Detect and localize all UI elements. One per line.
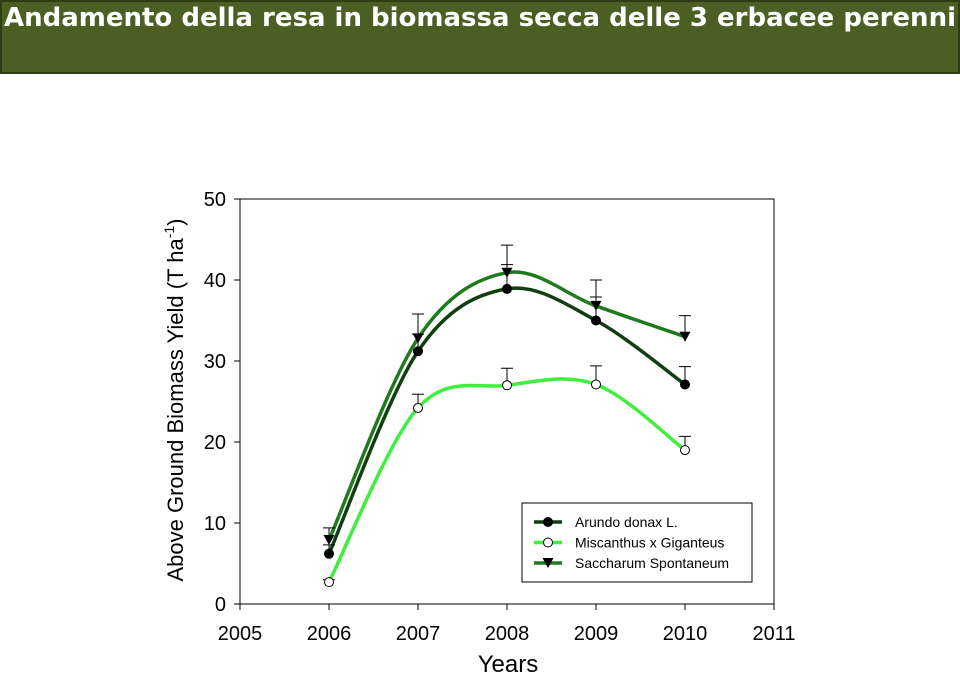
marker: [501, 267, 513, 278]
y-label-sup: -1: [161, 226, 177, 239]
slide-title: Andamento della resa in biomassa secca d…: [0, 0, 960, 74]
marker: [502, 380, 512, 391]
series-line: [327, 377, 687, 583]
x-axis-label: Years: [478, 651, 539, 678]
y-tick-label: 20: [204, 432, 226, 454]
marker: [680, 379, 690, 390]
y-tick-label: 30: [204, 351, 226, 373]
y-tick-label: 10: [204, 513, 226, 535]
x-tick-label: 2006: [307, 623, 352, 645]
marker: [502, 283, 512, 294]
x-tick-label: 2010: [663, 623, 708, 645]
marker: [413, 402, 423, 413]
legend-label: Miscanthus x Giganteus: [575, 535, 724, 551]
marker: [324, 577, 334, 588]
x-tick-label: 2005: [218, 623, 263, 645]
legend-label: Arundo donax L.: [575, 514, 678, 530]
x-tick-label: 2008: [485, 623, 530, 645]
x-tick-label: 2007: [396, 623, 441, 645]
marker: [412, 333, 424, 344]
y-axis-label: Above Ground Biomass Yield (T ha-1): [161, 218, 188, 581]
legend-label: Saccharum Spontaneum: [575, 555, 729, 571]
marker: [323, 535, 335, 546]
x-tick-label: 2011: [752, 623, 795, 645]
legend-marker: [543, 537, 553, 548]
x-tick-label: 2009: [574, 623, 619, 645]
marker: [324, 548, 334, 559]
marker: [590, 300, 602, 311]
y-tick-label: 50: [204, 189, 226, 211]
y-tick-label: 40: [204, 270, 226, 292]
y-label-suffix: ): [163, 218, 188, 225]
marker: [413, 346, 423, 357]
marker: [591, 315, 601, 326]
series-line: [327, 270, 686, 541]
y-tick-label: 0: [215, 594, 226, 616]
legend-marker: [542, 558, 554, 568]
marker: [679, 331, 691, 342]
marker: [591, 379, 601, 390]
y-label-text: Above Ground Biomass Yield (T ha: [163, 238, 188, 582]
series-line: [327, 286, 687, 555]
marker: [680, 445, 690, 456]
legend-marker: [543, 517, 553, 527]
